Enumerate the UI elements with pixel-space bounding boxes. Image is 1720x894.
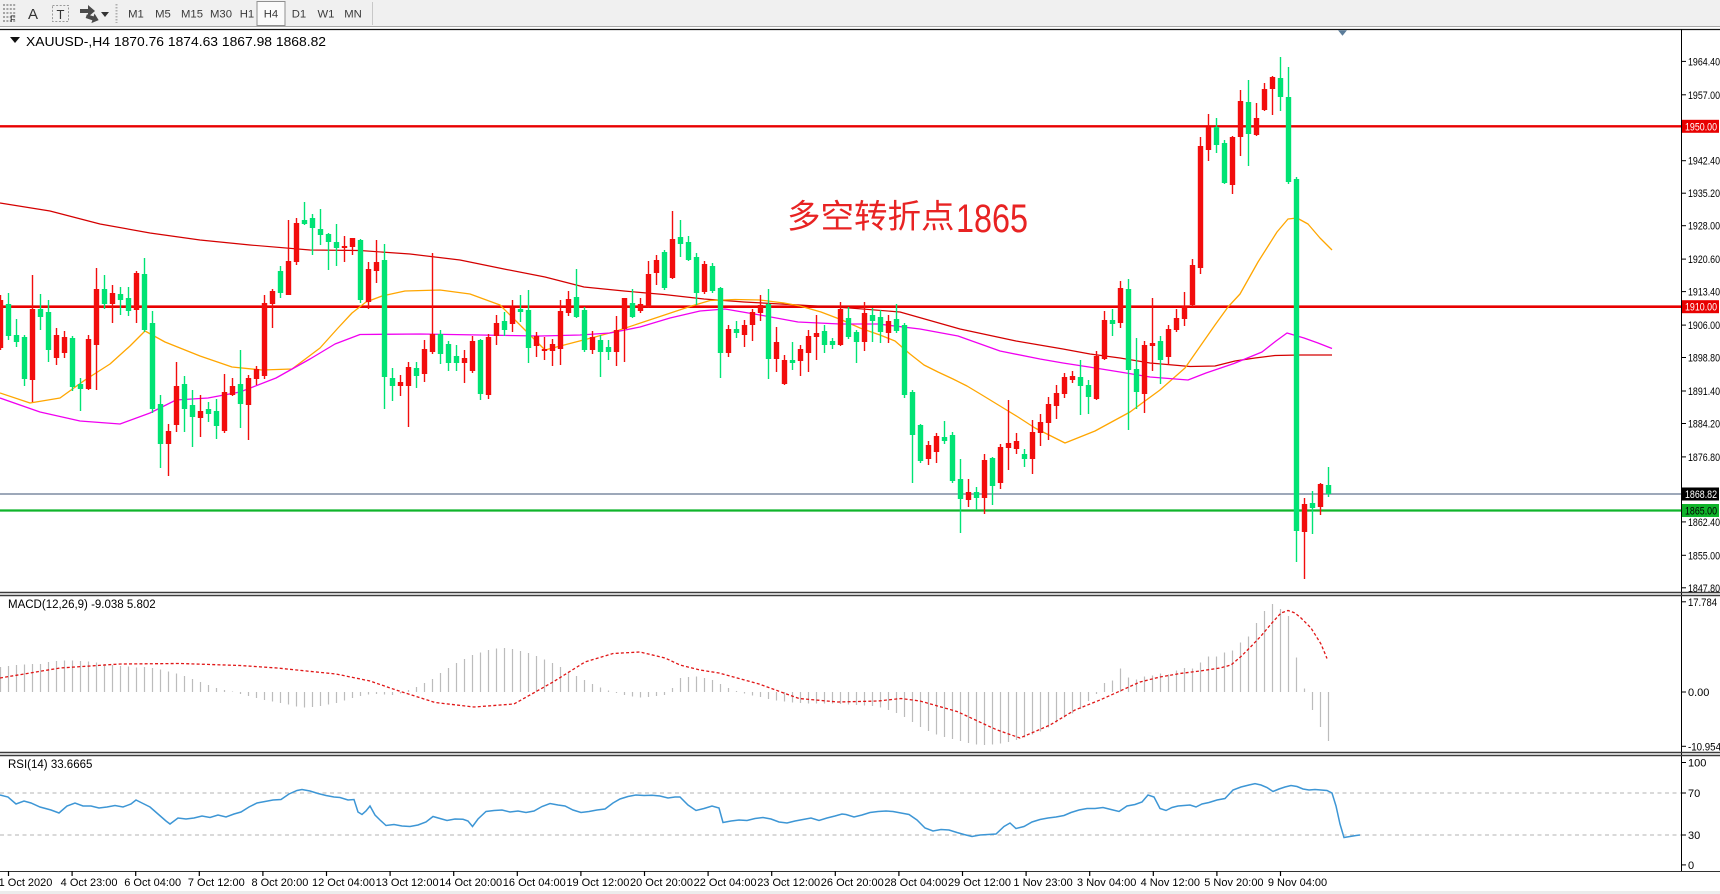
svg-text:H4: H4 [264, 9, 278, 21]
svg-text:22 Oct 04:00: 22 Oct 04:00 [694, 877, 757, 889]
svg-text:3 Nov 04:00: 3 Nov 04:00 [1077, 877, 1136, 889]
svg-text:1942.40: 1942.40 [1688, 156, 1720, 168]
svg-text:M30: M30 [210, 9, 232, 21]
svg-text:9 Nov 04:00: 9 Nov 04:00 [1268, 877, 1327, 889]
svg-text:1910.00: 1910.00 [1685, 302, 1717, 314]
svg-text:1862.40: 1862.40 [1688, 517, 1720, 529]
svg-text:D1: D1 [292, 9, 306, 21]
svg-text:0: 0 [1688, 860, 1694, 872]
svg-text:1 Nov 23:00: 1 Nov 23:00 [1013, 877, 1072, 889]
svg-text:1957.00: 1957.00 [1688, 90, 1720, 102]
svg-text:M5: M5 [155, 9, 171, 21]
svg-text:1865: 1865 [956, 197, 1028, 241]
svg-text:W1: W1 [318, 9, 335, 21]
svg-text:20 Oct 20:00: 20 Oct 20:00 [630, 877, 693, 889]
svg-text:RSI(14) 33.6665: RSI(14) 33.6665 [8, 759, 92, 771]
svg-text:1913.40: 1913.40 [1688, 287, 1720, 299]
svg-text:19 Oct 12:00: 19 Oct 12:00 [566, 877, 629, 889]
svg-text:A: A [28, 6, 38, 23]
svg-text:1876.80: 1876.80 [1688, 452, 1720, 464]
svg-text:1928.00: 1928.00 [1688, 221, 1720, 233]
svg-text:4 Nov 12:00: 4 Nov 12:00 [1141, 877, 1200, 889]
svg-text:1 Oct 2020: 1 Oct 2020 [0, 877, 52, 889]
svg-text:1964.40: 1964.40 [1688, 56, 1720, 68]
svg-text:1847.80: 1847.80 [1688, 583, 1720, 595]
svg-text:1891.40: 1891.40 [1688, 386, 1720, 398]
svg-text:1855.00: 1855.00 [1688, 550, 1720, 562]
svg-text:M1: M1 [128, 9, 144, 21]
svg-text:1935.20: 1935.20 [1688, 188, 1720, 200]
svg-text:H1: H1 [240, 9, 254, 21]
svg-text:0.00: 0.00 [1688, 687, 1709, 699]
svg-text:1884.20: 1884.20 [1688, 419, 1720, 431]
svg-text:28 Oct 04:00: 28 Oct 04:00 [884, 877, 947, 889]
svg-text:29 Oct 12:00: 29 Oct 12:00 [948, 877, 1011, 889]
svg-text:MACD(12,26,9) -9.038 5.802: MACD(12,26,9) -9.038 5.802 [8, 599, 156, 611]
svg-text:17.784: 17.784 [1688, 597, 1717, 609]
svg-text:14 Oct 20:00: 14 Oct 20:00 [439, 877, 502, 889]
svg-text:8 Oct 20:00: 8 Oct 20:00 [251, 877, 308, 889]
svg-text:100: 100 [1688, 758, 1706, 770]
svg-text:30: 30 [1688, 830, 1700, 842]
svg-text:4 Oct 23:00: 4 Oct 23:00 [61, 877, 118, 889]
svg-text:12 Oct 04:00: 12 Oct 04:00 [312, 877, 375, 889]
svg-text:MN: MN [344, 9, 362, 21]
svg-text:26 Oct 20:00: 26 Oct 20:00 [821, 877, 884, 889]
svg-text:1898.80: 1898.80 [1688, 353, 1720, 365]
svg-text:1920.60: 1920.60 [1688, 254, 1720, 266]
svg-text:T: T [57, 7, 65, 22]
svg-text:XAUUSD-,H4 1870.76 1874.63 18: XAUUSD-,H4 1870.76 1874.63 1867.98 1868.… [26, 34, 326, 49]
svg-text:16 Oct 04:00: 16 Oct 04:00 [503, 877, 566, 889]
svg-text:23 Oct 12:00: 23 Oct 12:00 [757, 877, 820, 889]
svg-text:6 Oct 04:00: 6 Oct 04:00 [124, 877, 181, 889]
svg-text:7 Oct 12:00: 7 Oct 12:00 [188, 877, 245, 889]
svg-text:1865.00: 1865.00 [1685, 506, 1717, 518]
svg-text:1950.00: 1950.00 [1685, 121, 1717, 133]
svg-text:5 Nov 20:00: 5 Nov 20:00 [1204, 877, 1263, 889]
svg-text:M15: M15 [181, 9, 203, 21]
svg-text:1906.00: 1906.00 [1688, 320, 1720, 332]
svg-text:13 Oct 12:00: 13 Oct 12:00 [376, 877, 439, 889]
svg-text:F: F [10, 14, 16, 24]
svg-text:-10.954: -10.954 [1688, 741, 1720, 753]
svg-text:1868.82: 1868.82 [1685, 489, 1717, 501]
svg-text:70: 70 [1688, 788, 1700, 800]
